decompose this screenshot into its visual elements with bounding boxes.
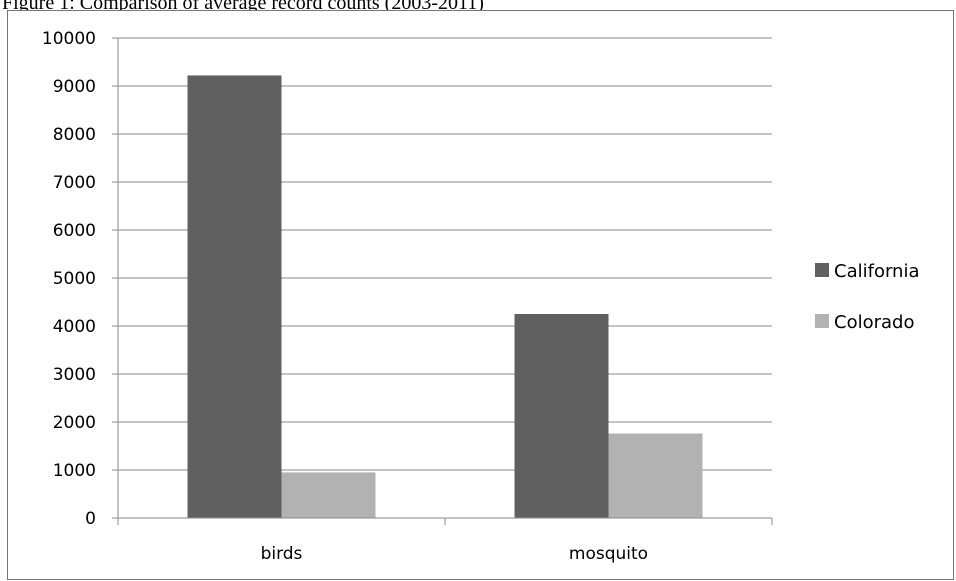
legend-swatch-colorado <box>815 314 829 328</box>
y-tick-label: 2000 <box>53 413 96 433</box>
bar-colorado-birds <box>281 472 376 518</box>
y-tick-label: 0 <box>85 509 96 529</box>
y-tick-label: 9000 <box>53 77 96 97</box>
y-tick-label: 4000 <box>53 317 96 337</box>
y-tick-label: 10000 <box>42 29 96 49</box>
bar-california-birds <box>187 75 282 518</box>
x-tick-label: mosquito <box>569 544 648 564</box>
y-axis-ticks: 0 1000 2000 3000 4000 5000 6000 7000 8000 9000 100… <box>42 29 118 529</box>
legend-label-colorado: Colorado <box>834 312 914 333</box>
bar-california-mosquito <box>514 314 609 518</box>
bars <box>187 75 703 518</box>
x-axis-ticks: birds mosquito <box>117 518 773 564</box>
y-tick-label: 3000 <box>53 365 96 385</box>
y-tick-label: 6000 <box>53 221 96 241</box>
chart-frame <box>7 10 954 580</box>
y-tick-label: 8000 <box>53 125 96 145</box>
y-tick-label: 7000 <box>53 173 96 193</box>
legend-swatch-california <box>815 263 829 277</box>
y-tick-label: 1000 <box>53 461 96 481</box>
legend-label-california: California <box>834 261 919 282</box>
x-tick-label: birds <box>261 544 303 564</box>
bar-colorado-mosquito <box>608 433 703 518</box>
legend[interactable]: California Colorado <box>815 261 919 333</box>
y-tick-label: 5000 <box>53 269 96 289</box>
